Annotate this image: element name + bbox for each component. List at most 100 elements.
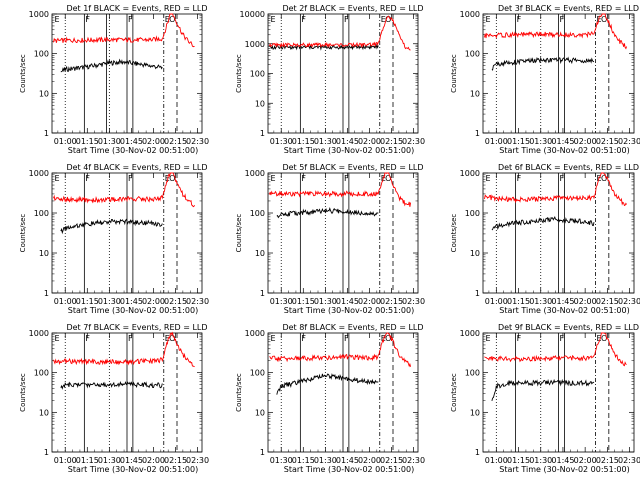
x-tick-label: 01:15 <box>507 297 530 306</box>
x-tick-label: 01:45 <box>336 297 359 306</box>
panel-title: Det 7f BLACK = Events, RED = LLD <box>66 323 207 332</box>
series-events-line <box>60 218 163 235</box>
x-tick-label: 02:30 <box>618 137 640 146</box>
marker-letter: F <box>301 174 306 183</box>
x-tick-label: 01:15 <box>507 137 530 146</box>
series-events-line <box>491 56 595 71</box>
series-lld-line <box>484 13 628 50</box>
x-tick-label: 01:30 <box>314 456 337 465</box>
y-tick-label: 100 <box>465 369 480 378</box>
x-tick-label: 01:15 <box>76 456 99 465</box>
y-tick-label: 1000 <box>460 169 480 178</box>
panel-det-6: Det 6f BLACK = Events, RED = LLD 1 10 100 10… <box>450 163 640 315</box>
y-tick-label: 100 <box>34 209 49 218</box>
x-tick-label: 01:30 <box>270 297 293 306</box>
y-tick-label: 1 <box>260 289 265 298</box>
panel-det-8: Det 8f BLACK = Events, RED = LLD 1 10 100 10… <box>235 323 425 474</box>
y-axis-label: Counts/sec <box>450 373 458 412</box>
x-tick-label: 02:30 <box>186 297 209 306</box>
panel-det-9: Det 9f BLACK = Events, RED = LLD 1 10 100 10… <box>450 323 640 474</box>
y-tick-label: 1 <box>260 448 265 457</box>
marker-letter: E <box>270 15 275 24</box>
x-tick-label: 01:00 <box>54 297 77 306</box>
y-tick-label: 100 <box>34 369 49 378</box>
marker-letter: F <box>128 334 133 343</box>
marker-letter: F <box>517 174 522 183</box>
panel-title: Det 8f BLACK = Events, RED = LLD <box>282 323 423 332</box>
marker-letter: F <box>517 334 522 343</box>
y-tick-label: 10000 <box>240 10 265 19</box>
marker-letter: F <box>560 174 565 183</box>
marker-letter: O <box>385 334 391 343</box>
y-tick-label: 1000 <box>245 329 265 338</box>
marker-letter: E <box>165 15 170 24</box>
x-tick-label: 01:30 <box>270 456 293 465</box>
series-events-line <box>276 373 379 395</box>
x-tick-label: 01:45 <box>551 297 574 306</box>
marker-letter: E <box>270 174 275 183</box>
series-events-line <box>491 378 595 402</box>
y-tick-label: 100 <box>250 209 265 218</box>
y-tick-label: 10 <box>39 89 49 98</box>
y-tick-label: 10 <box>470 408 480 417</box>
marker-letter: O <box>169 334 175 343</box>
marker-letter: F <box>344 15 349 24</box>
marker-letter: F <box>128 15 133 24</box>
x-tick-label: 02:15 <box>596 137 619 146</box>
x-axis-label: Start Time (30-Nov-02 00:51:00) <box>284 465 414 474</box>
y-axis-label: Counts/sec <box>450 214 458 253</box>
x-axis-label: Start Time (30-Nov-02 00:51:00) <box>284 146 414 155</box>
x-tick-label: 02:00 <box>574 137 597 146</box>
y-tick-label: 1000 <box>460 10 480 19</box>
series-lld-line <box>269 15 411 51</box>
y-tick-label: 1000 <box>245 169 265 178</box>
x-tick-label: 01:30 <box>98 137 121 146</box>
marker-letter: F <box>344 174 349 183</box>
y-tick-label: 100 <box>250 70 265 79</box>
x-axis-label: Start Time (30-Nov-02 00:51:00) <box>284 306 414 315</box>
marker-letter: E <box>54 15 59 24</box>
panel-title: Det 6f BLACK = Events, RED = LLD <box>498 163 639 172</box>
series-events-line <box>276 206 379 219</box>
x-tick-label: 01:00 <box>485 297 508 306</box>
marker-letter: F <box>517 15 522 24</box>
x-tick-label: 01:15 <box>507 456 530 465</box>
y-tick-label: 1000 <box>460 329 480 338</box>
y-tick-label: 1000 <box>29 10 49 19</box>
x-tick-label: 01:15 <box>76 137 99 146</box>
x-tick-label: 02:00 <box>142 297 165 306</box>
y-tick-label: 10 <box>470 249 480 258</box>
y-tick-label: 100 <box>34 50 49 59</box>
y-tick-label: 1 <box>44 129 49 138</box>
y-tick-label: 10 <box>470 89 480 98</box>
panel-det-7: Det 7f BLACK = Events, RED = LLD 1 10 100 10… <box>19 323 209 474</box>
y-tick-label: 1 <box>475 129 480 138</box>
panel-det-1: Det 1f BLACK = Events, RED = LLD 1 10 100 10… <box>19 4 209 155</box>
series-events-line <box>60 58 163 73</box>
x-tick-label: 02:30 <box>186 137 209 146</box>
x-tick-label: 02:30 <box>186 456 209 465</box>
marker-letter: F <box>85 174 90 183</box>
x-tick-label: 02:15 <box>596 456 619 465</box>
marker-letter: O <box>601 15 607 24</box>
x-tick-label: 01:30 <box>270 137 293 146</box>
x-tick-label: 01:30 <box>98 456 121 465</box>
x-tick-label: 01:30 <box>529 297 552 306</box>
y-tick-label: 10 <box>255 408 265 417</box>
x-tick-label: 02:00 <box>142 137 165 146</box>
marker-letter: O <box>169 15 175 24</box>
marker-letter: O <box>385 15 391 24</box>
marker-letter: O <box>601 334 607 343</box>
series-lld-line <box>269 172 412 207</box>
x-axis-label: Start Time (30-Nov-02 00:51:00) <box>68 465 198 474</box>
marker-letter: E <box>54 174 59 183</box>
panel-title: Det 2f BLACK = Events, RED = LLD <box>282 4 423 13</box>
x-tick-label: 02:30 <box>618 456 640 465</box>
x-tick-label: 02:30 <box>402 137 425 146</box>
x-axis-label: Start Time (30-Nov-02 00:51:00) <box>499 465 629 474</box>
x-tick-label: 02:00 <box>358 456 381 465</box>
panel-title: Det 3f BLACK = Events, RED = LLD <box>498 4 639 13</box>
marker-letter: E <box>165 334 170 343</box>
